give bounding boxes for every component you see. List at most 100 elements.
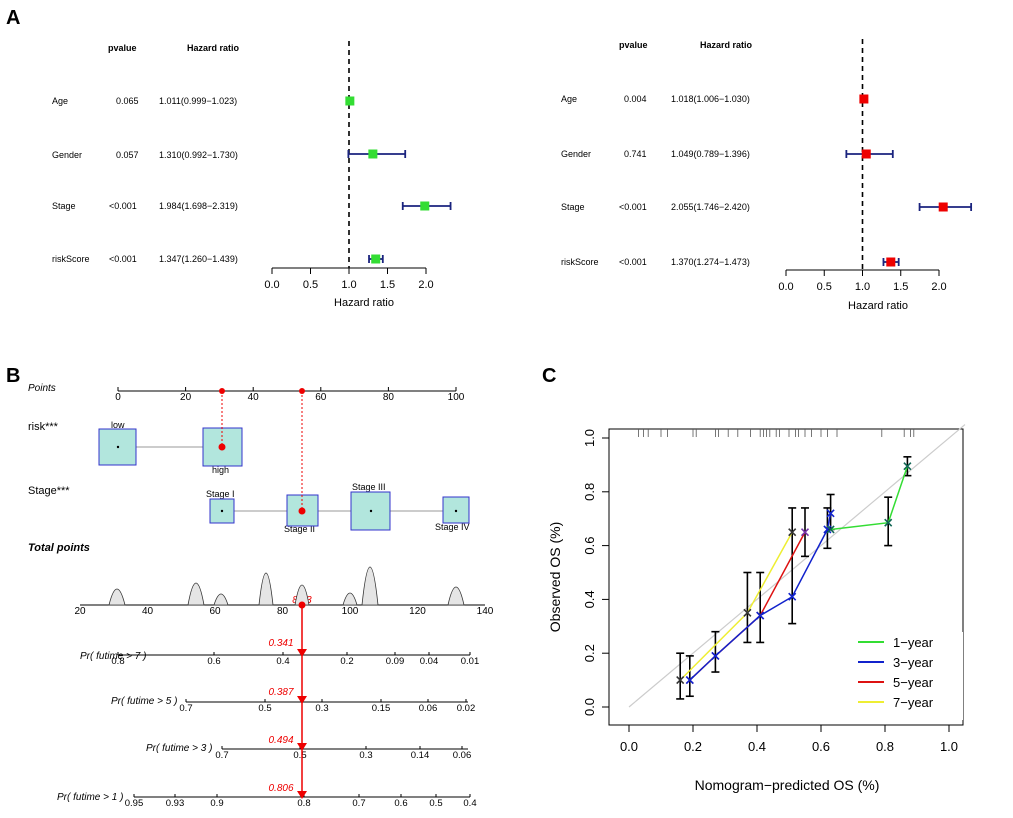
row-pvalue: <0.001 (109, 201, 137, 211)
x-tick-label: 2.0 (931, 281, 946, 293)
points-tick-label: 60 (315, 392, 327, 403)
row-hr-text: 1.049(0.789−1.396) (671, 149, 750, 159)
prediction-tick-label: 0.3 (315, 703, 328, 714)
prediction-value: 0.341 (268, 638, 293, 649)
legend-box (848, 632, 963, 720)
series-point (826, 509, 835, 518)
x-tick-label: 1.0 (940, 739, 958, 754)
row-pvalue: 0.741 (624, 149, 647, 159)
points-tick-label: 100 (448, 392, 465, 403)
total-tick-label: 100 (342, 606, 359, 617)
prediction-tick-label: 0.04 (420, 656, 439, 667)
legend-label: 5−year (893, 675, 934, 690)
series-point (826, 525, 835, 534)
total-points-label: Total points (28, 542, 90, 554)
hazard-ratio-header: Hazard ratio (187, 43, 240, 53)
stage-box (350, 491, 391, 531)
prediction-tick-label: 0.7 (215, 750, 228, 761)
prediction-tick-label: 0.4 (276, 656, 289, 667)
prediction-tick-label: 0.95 (125, 798, 144, 809)
x-tick-label: 0.5 (303, 279, 318, 291)
x-axis-label: Hazard ratio (334, 297, 394, 309)
points-tick-label: 20 (180, 392, 192, 403)
x-tick-label: 1.0 (855, 281, 870, 293)
stage-level-i: Stage I (206, 489, 235, 499)
density-bump (361, 566, 379, 606)
row-pvalue: 0.065 (116, 96, 139, 106)
row-label: Stage (561, 202, 585, 212)
prediction-tick-label: 0.5 (293, 750, 306, 761)
prediction-tick-label: 0.14 (411, 750, 430, 761)
x-tick-label: 0.6 (812, 739, 830, 754)
hr-marker (371, 254, 381, 264)
panel-label-b: B (6, 365, 20, 387)
total-tick-label: 120 (409, 606, 426, 617)
risk-level-low: low (111, 420, 125, 430)
hr-marker (886, 257, 896, 267)
series-point (823, 525, 832, 534)
prediction-tick-label: 0.09 (386, 656, 405, 667)
row-pvalue: 0.004 (624, 94, 647, 104)
row-hr-text: 1.011(0.999−1.023) (159, 96, 237, 106)
row-label: Stage (52, 201, 76, 211)
row-hr-text: 1.347(1.260−1.439) (159, 254, 238, 264)
series-point (711, 651, 720, 660)
prediction-label: Pr( futime > 5 ) (111, 696, 177, 707)
density-bump (342, 592, 358, 606)
series-line (830, 466, 909, 531)
hr-marker (861, 149, 871, 159)
y-tick-label: 0.6 (582, 537, 597, 555)
x-axis-label: Hazard ratio (848, 300, 908, 312)
prediction-tick-label: 0.06 (419, 703, 438, 714)
nomogram: Points risk*** Stage*** Total points low… (28, 383, 494, 809)
risk-level-high: high (212, 465, 229, 475)
panel-label-a: A (6, 7, 20, 29)
y-tick-label: 0.2 (582, 644, 597, 662)
row-pvalue: 0.057 (116, 150, 139, 160)
row-hr-text: 1.310(0.992−1.730) (159, 150, 238, 160)
prediction-tick-label: 0.2 (340, 656, 353, 667)
x-tick-label: 0.0 (264, 279, 279, 291)
x-tick-label: 0.5 (817, 281, 832, 293)
row-hr-text: 1.984(1.698−2.319) (159, 201, 238, 211)
prediction-value: 0.494 (268, 735, 293, 746)
x-tick-label: 2.0 (418, 279, 433, 291)
x-tick-label: 0.4 (748, 739, 766, 754)
stage-level-iv: Stage IV (435, 522, 470, 532)
prediction-tick-label: 0.5 (258, 703, 271, 714)
stage-dot (369, 509, 373, 513)
risk-dot-high (218, 443, 226, 451)
density-bump (187, 582, 205, 606)
x-tick-label: 0.0 (778, 281, 793, 293)
ideal-diagonal (628, 424, 966, 708)
risk-variable-label: risk*** (28, 421, 59, 433)
hr-marker (420, 201, 430, 211)
total-tick-label: 60 (209, 606, 221, 617)
density-bump (294, 584, 310, 606)
total-tick-label: 80 (277, 606, 289, 617)
stage-variable-label: Stage*** (28, 485, 70, 497)
prediction-tick-label: 0.3 (359, 750, 372, 761)
legend-label: 3−year (893, 655, 934, 670)
prediction-value: 0.806 (268, 783, 293, 794)
points-tick-label: 0 (115, 392, 121, 403)
hr-marker (859, 94, 869, 104)
y-tick-label: 1.0 (582, 429, 597, 447)
row-label: Gender (52, 150, 82, 160)
prediction-tick-label: 0.7 (352, 798, 365, 809)
series-point (884, 518, 893, 527)
y-axis-label: Observed OS (%) (547, 522, 563, 632)
series-point (685, 676, 694, 685)
total-tick-label: 140 (477, 606, 494, 617)
stage-dot (220, 509, 224, 513)
total-tick-label: 40 (142, 606, 154, 617)
y-tick-label: 0.8 (582, 483, 597, 501)
forest-plot-multivariate: pvalue Hazard ratio Age Gender Stage ris… (561, 39, 973, 312)
legend-label: 7−year (893, 695, 934, 710)
row-hr-text: 2.055(1.746−2.420) (671, 202, 750, 212)
series-point (676, 676, 685, 685)
row-label: Gender (561, 149, 591, 159)
x-tick-label: 0.2 (684, 739, 702, 754)
prediction-tick-label: 0.02 (457, 703, 476, 714)
series-point (788, 528, 797, 537)
